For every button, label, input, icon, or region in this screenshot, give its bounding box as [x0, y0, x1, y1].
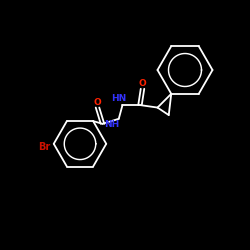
- Text: HN: HN: [111, 94, 126, 102]
- Text: Br: Br: [38, 142, 50, 152]
- Text: O: O: [138, 79, 146, 88]
- Text: O: O: [94, 98, 101, 107]
- Text: NH: NH: [104, 120, 119, 129]
